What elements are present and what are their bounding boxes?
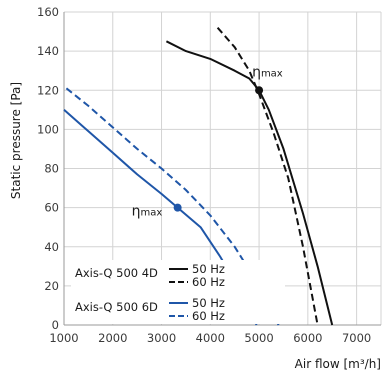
legend-group-label: Axis-Q 500 6D bbox=[75, 300, 158, 314]
max-efficiency-points: ηmax ηmax bbox=[132, 64, 298, 220]
x-tick-label: 1000 bbox=[49, 331, 78, 345]
legend-entry-label: 50 Hz bbox=[192, 296, 225, 310]
max-efficiency-point bbox=[173, 203, 182, 212]
y-tick-label: 80 bbox=[44, 162, 59, 176]
x-tick-label: 7000 bbox=[342, 331, 371, 345]
x-tick-label: 6000 bbox=[293, 331, 322, 345]
x-tick-label: 5000 bbox=[244, 331, 273, 345]
y-tick-label: 40 bbox=[44, 240, 59, 254]
x-tick-label: 4000 bbox=[196, 331, 225, 345]
max-efficiency-label: ηmax bbox=[252, 64, 283, 80]
y-tick-label: 160 bbox=[37, 5, 59, 19]
legend-entry-label: 50 Hz bbox=[192, 262, 225, 276]
axes: 0 20 40 60 80 100 120 140 160 1000 2000 3000 4000 500… bbox=[37, 5, 381, 345]
y-tick-label: 60 bbox=[44, 201, 59, 215]
legend-background bbox=[71, 260, 285, 324]
y-tick-label: 20 bbox=[44, 279, 59, 293]
y-tick-label: 0 bbox=[52, 318, 59, 332]
y-tick-label: 100 bbox=[37, 122, 59, 136]
max-efficiency-point bbox=[255, 86, 264, 95]
x-axis-title: Air flow [m³/h] bbox=[295, 357, 381, 371]
x-tick-label: 3000 bbox=[147, 331, 176, 345]
legend-entry-label: 60 Hz bbox=[192, 309, 225, 323]
x-tick-label: 2000 bbox=[98, 331, 127, 345]
y-tick-label: 140 bbox=[37, 44, 59, 58]
legend-entry-label: 60 Hz bbox=[192, 275, 225, 289]
legend-group-label: Axis-Q 500 4D bbox=[75, 266, 158, 280]
y-tick-label: 120 bbox=[37, 83, 59, 97]
y-axis-title: Static pressure [Pa] bbox=[9, 82, 23, 199]
series-line bbox=[216, 27, 319, 326]
axis-titles: Air flow [m³/h] Static pressure [Pa] bbox=[9, 82, 381, 371]
grid bbox=[63, 11, 382, 326]
max-efficiency-label: ηmax bbox=[132, 204, 163, 220]
